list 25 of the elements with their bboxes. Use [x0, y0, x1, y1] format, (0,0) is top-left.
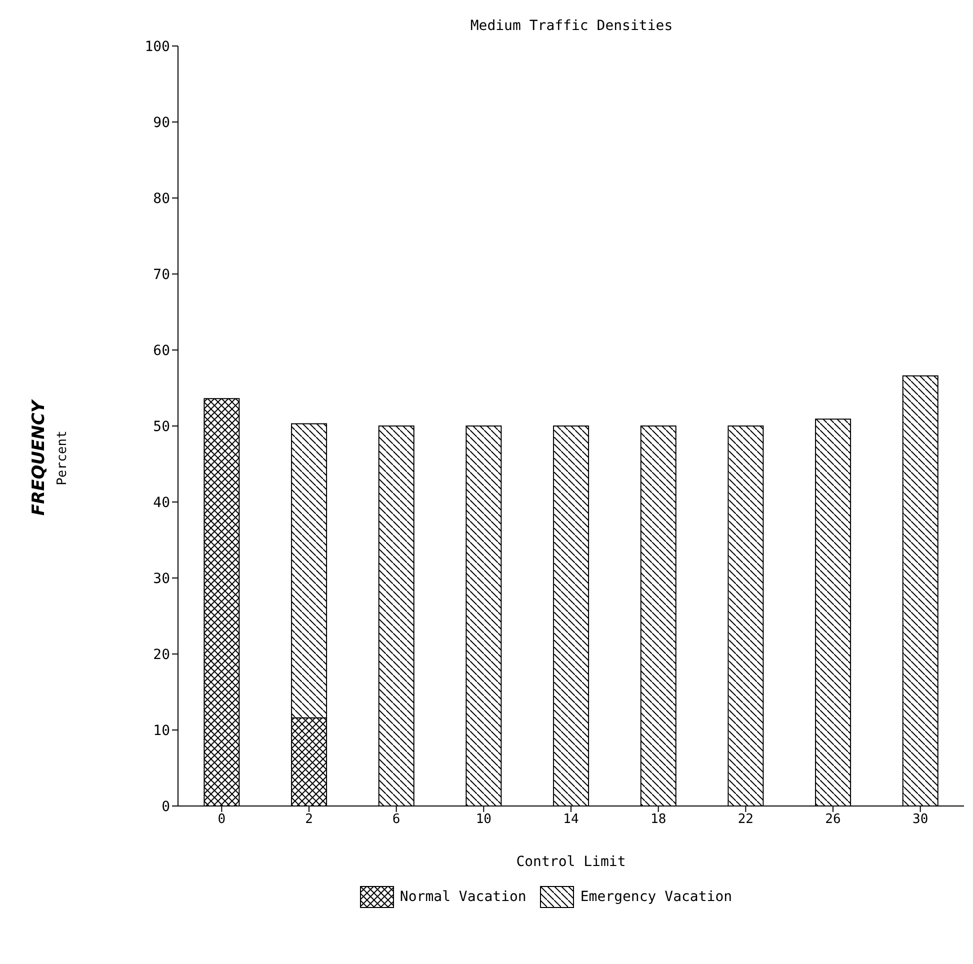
x-tick-label: 0: [218, 812, 226, 828]
legend-label: Normal Vacation: [400, 889, 526, 905]
y-tick-label: 10: [153, 722, 170, 739]
x-axis-title: Control Limit: [516, 854, 626, 870]
x-tick-label: 18: [650, 812, 666, 828]
x-tick-label: 22: [738, 812, 754, 828]
y-tick-label: 80: [153, 190, 170, 207]
y-tick-label: 70: [153, 266, 170, 283]
x-tick-label: 26: [825, 812, 841, 828]
chart-title: Medium Traffic Densities: [469, 18, 674, 34]
y-tick-label: 60: [153, 342, 170, 359]
x-tick-label: 2: [305, 812, 313, 828]
y-tick-label: 0: [162, 798, 170, 815]
x-tick-label: 30: [912, 812, 928, 828]
y-axis-title: FREQUENCY Percent: [29, 398, 70, 516]
y-tick-label: 40: [153, 494, 170, 511]
y-tick-label: 30: [153, 570, 170, 587]
y-tick-label: 20: [153, 646, 170, 663]
x-tick-label: 10: [476, 812, 492, 828]
y-tick-label: 50: [153, 418, 170, 435]
x-tick-label: 6: [392, 812, 400, 828]
legend-label: Emergency Vacation: [580, 889, 732, 905]
y-tick-label: 100: [144, 38, 170, 55]
y-tick-label: 90: [153, 114, 170, 131]
x-tick-label: 14: [563, 812, 579, 828]
